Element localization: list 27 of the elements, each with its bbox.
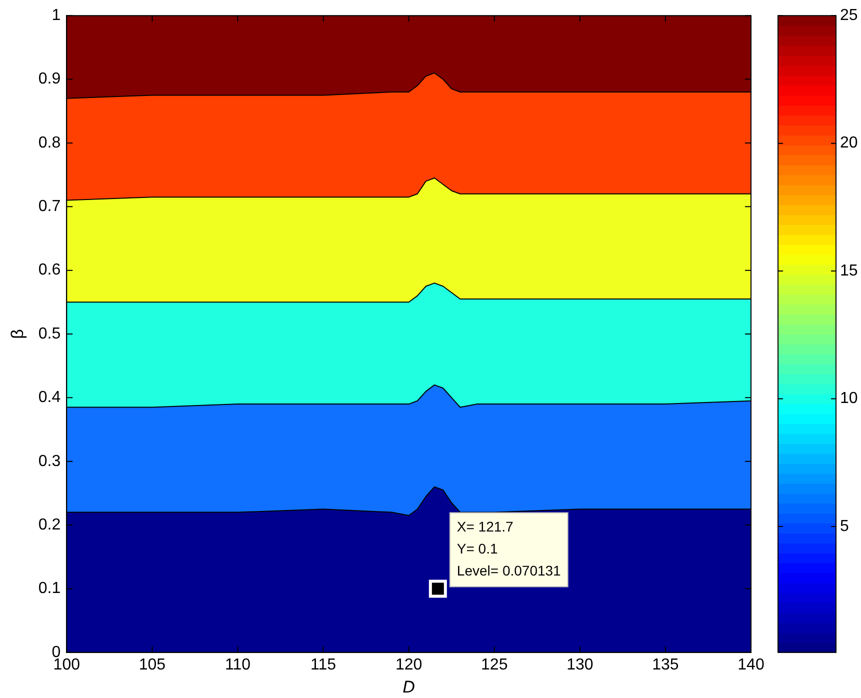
- y-tick-label: 0.6: [38, 262, 61, 279]
- y-tick-label: 0.1: [38, 580, 61, 598]
- y-axis-title: β: [8, 328, 27, 339]
- y-tick-label: 0.9: [38, 70, 61, 88]
- x-tick-label: 115: [310, 656, 336, 674]
- y-tick-label: 0.3: [38, 452, 61, 470]
- x-tick-label: 120: [395, 656, 422, 674]
- y-tick-label: 0.5: [38, 325, 61, 342]
- y-tick-label: 0.8: [38, 134, 61, 152]
- color-bar-label: 15: [840, 262, 858, 280]
- color-bar-label: 20: [840, 134, 858, 152]
- color-bar-label: 25: [840, 7, 858, 24]
- color-bar-label: 10: [840, 390, 858, 408]
- x-tick-label: 105: [138, 656, 166, 674]
- x-tick-label: 140: [738, 656, 764, 674]
- x-tick-label: 130: [566, 656, 594, 674]
- x-tick-label: 110: [224, 656, 251, 674]
- annotation: X= 121.7 Y= 0.1 Level= 0.070131: [456, 518, 562, 579]
- y-tick-label: 0.2: [38, 516, 61, 534]
- x-tick-label: 135: [652, 656, 679, 674]
- color-bar-label: 5: [840, 518, 849, 535]
- x-tick-label: 125: [481, 656, 508, 674]
- x-tick-label: 100: [53, 656, 80, 674]
- y-tick-label: 0.7: [38, 198, 61, 216]
- y-tick-label: 1: [52, 7, 61, 24]
- y-tick-label: 0.4: [38, 389, 61, 406]
- x-axis-title: D: [402, 678, 415, 697]
